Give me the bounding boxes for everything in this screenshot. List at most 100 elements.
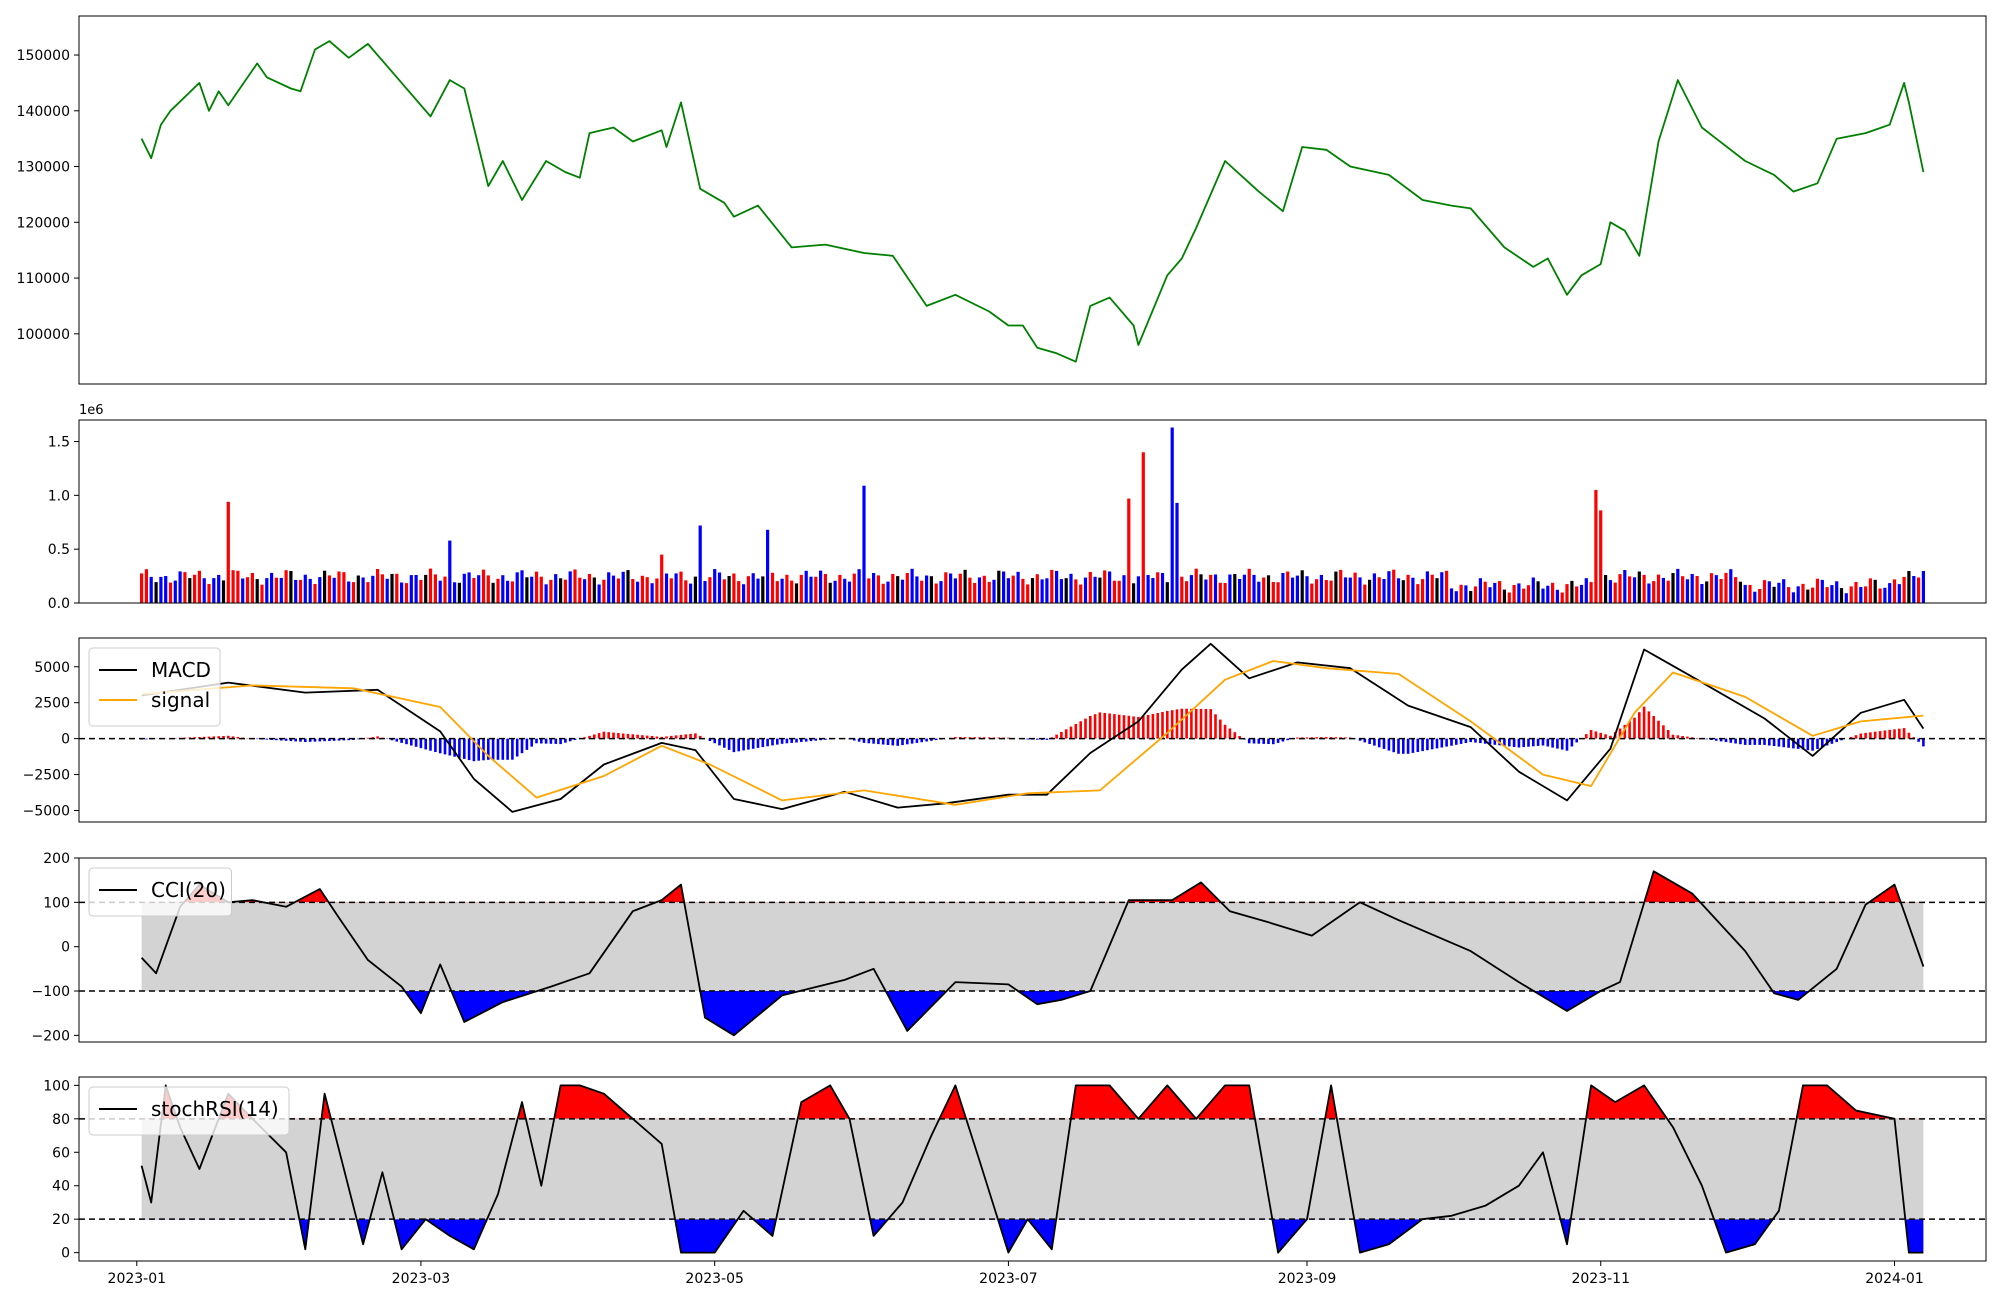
volume-bar: [790, 580, 794, 603]
histogram-bar: [910, 738, 914, 744]
histogram-bar: [202, 736, 206, 739]
volume-bar: [173, 580, 177, 603]
volume-bar: [1762, 580, 1767, 603]
volume-bar: [1185, 581, 1189, 603]
histogram-bar: [877, 738, 880, 745]
volume-bar: [698, 525, 702, 603]
volume-bar: [1136, 576, 1140, 603]
histogram-bar: [491, 738, 495, 760]
histogram-bar: [723, 738, 726, 748]
volume-bar: [1435, 578, 1439, 603]
volume-bar: [766, 529, 770, 603]
histogram-bar: [1589, 730, 1593, 739]
histogram-bar: [809, 738, 813, 742]
volume-bar: [780, 578, 784, 603]
histogram-bar: [520, 738, 524, 754]
histogram-bar: [1883, 730, 1887, 739]
histogram-bar: [1869, 732, 1872, 739]
volume-bar: [1343, 577, 1348, 603]
price-line: [140, 40, 1925, 363]
volume-bar: [1632, 577, 1637, 603]
volume-bar: [1507, 592, 1511, 603]
volume-bar: [862, 485, 866, 603]
volume-bar: [1772, 586, 1776, 603]
histogram-bar: [227, 735, 230, 739]
volume-bar: [592, 577, 596, 603]
histogram-bar: [1320, 737, 1323, 739]
volume-bar: [1912, 576, 1916, 603]
volume-bar: [544, 584, 548, 603]
histogram-bar: [1811, 738, 1814, 751]
volume-bar: [404, 583, 409, 603]
volume-bar: [934, 583, 938, 603]
histogram-bar: [342, 738, 346, 741]
histogram-bar: [867, 738, 871, 744]
volume-bar: [645, 577, 649, 603]
y-tick-label: 100: [43, 1078, 70, 1094]
volume-bar: [525, 577, 529, 603]
volume-bar: [1358, 577, 1362, 603]
volume-bar: [1421, 579, 1425, 603]
volume-bar: [144, 569, 148, 603]
volume-bar: [539, 576, 543, 603]
y-tick-label: 200: [43, 851, 70, 867]
volume-bar: [318, 577, 322, 603]
histogram-bar: [1397, 738, 1400, 754]
histogram-bar: [1734, 738, 1737, 744]
volume-bar: [1883, 587, 1887, 603]
volume-bar: [289, 571, 293, 603]
histogram-bar: [424, 738, 427, 750]
volume-bar: [804, 570, 808, 603]
histogram-bar: [713, 738, 716, 744]
histogram-bar: [1671, 734, 1675, 739]
volume-bar: [915, 576, 919, 603]
histogram-bar: [804, 738, 808, 742]
volume-bar: [1050, 569, 1054, 603]
histogram-bar: [631, 734, 635, 739]
volume-bar: [226, 501, 230, 603]
histogram-bar: [1503, 738, 1506, 746]
volume-bar: [977, 577, 982, 603]
volume-bar: [838, 574, 842, 603]
volume-bar: [371, 575, 375, 603]
macd-panel: −5000 −2500 0 2500 5000 MACD signal: [23, 637, 1987, 823]
x-tick-label: 2023-01: [108, 1271, 167, 1287]
volume-bar: [1353, 572, 1357, 603]
histogram-bar: [1560, 738, 1564, 750]
volume-bar: [708, 577, 712, 603]
histogram-bar: [1344, 737, 1347, 739]
volume-bar: [1449, 588, 1454, 603]
volume-bar: [583, 579, 587, 603]
volume-bar: [944, 572, 948, 603]
volume-bar: [279, 577, 283, 603]
histogram-bar: [1676, 735, 1680, 739]
histogram-bar: [1204, 709, 1208, 739]
histogram-bar: [1647, 711, 1651, 739]
volume-bar: [1088, 572, 1092, 603]
histogram-bar: [395, 738, 399, 742]
volume-bar: [1103, 570, 1107, 603]
histogram-bar: [328, 738, 331, 741]
volume-bar: [799, 574, 803, 603]
histogram-bar: [1233, 732, 1237, 739]
histogram-bar: [1257, 738, 1261, 744]
y-tick-label: 100: [43, 895, 70, 911]
histogram-bar: [284, 738, 288, 741]
histogram-bar: [1638, 712, 1641, 739]
neutral-band: [141, 902, 1924, 992]
volume-bar: [1536, 581, 1540, 603]
volume-bar: [245, 577, 250, 603]
histogram-bar: [482, 738, 485, 761]
histogram-bar: [1835, 738, 1838, 743]
histogram-bar: [1108, 713, 1111, 739]
histogram-bar: [1758, 738, 1761, 745]
volume-bar: [1676, 568, 1680, 603]
histogram-bar: [1806, 738, 1810, 751]
y-tick-label: 80: [52, 1112, 70, 1128]
histogram-bar: [477, 738, 480, 761]
volume-bar: [376, 569, 380, 603]
volume-bar: [1671, 573, 1675, 603]
histogram-bar: [438, 738, 442, 754]
histogram-bar: [414, 738, 418, 747]
volume-bar: [1719, 579, 1723, 603]
